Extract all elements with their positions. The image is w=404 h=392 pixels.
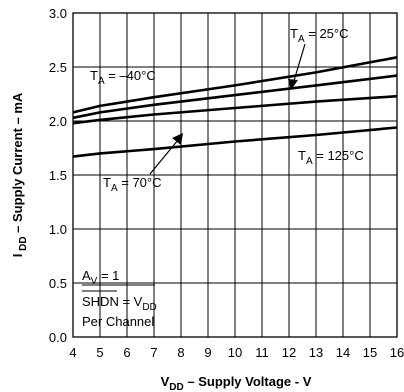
x-tick-label: 16 bbox=[390, 345, 404, 360]
arrow-70c-line bbox=[149, 139, 179, 175]
x-tick-label: 12 bbox=[282, 345, 296, 360]
y-tick-label: 1.0 bbox=[49, 222, 67, 237]
arrow-25c-line bbox=[292, 43, 306, 85]
label-minus40c: TA = –40°C bbox=[90, 68, 156, 87]
series-group bbox=[72, 56, 398, 158]
y-tick-label: 0.5 bbox=[49, 276, 67, 291]
label-70c: TA = 70°C bbox=[103, 175, 162, 194]
x-tick-label: 13 bbox=[309, 345, 323, 360]
note-shdn: SHDN = VDD bbox=[82, 294, 157, 313]
series-line-3 bbox=[72, 126, 398, 158]
series-line-2 bbox=[72, 94, 398, 125]
x-tick-label: 8 bbox=[177, 345, 184, 360]
label-25c: TA = 25°C bbox=[290, 26, 349, 45]
y-axis-label: I DD – Supply Current – mA bbox=[10, 92, 29, 257]
label-125c: TA = 125°C bbox=[298, 148, 364, 167]
y-tick-label: 2.0 bbox=[49, 114, 67, 129]
x-tick-label: 7 bbox=[150, 345, 157, 360]
y-tick-label: 2.5 bbox=[49, 60, 67, 75]
x-tick-label: 14 bbox=[336, 345, 350, 360]
x-tick-label: 9 bbox=[204, 345, 211, 360]
arrow-70c-head bbox=[172, 133, 183, 145]
series-line-1 bbox=[72, 74, 398, 120]
x-tick-label: 15 bbox=[363, 345, 377, 360]
arrow-25c-head bbox=[288, 79, 298, 90]
plot-frame bbox=[72, 12, 398, 338]
series-line-0 bbox=[72, 56, 398, 114]
y-tick-label: 0.0 bbox=[49, 330, 67, 345]
tick-labels: 4 5 6 7 8 9 10 11 12 13 14 15 16 0.0 0.5 1.0 1.5 2.0 2.5 3.… bbox=[49, 6, 404, 360]
x-tick-label: 6 bbox=[123, 345, 130, 360]
x-tick-label: 10 bbox=[228, 345, 242, 360]
x-axis-label: VDD – Supply Voltage - V bbox=[161, 374, 312, 392]
note-av: AV = 1 bbox=[82, 268, 119, 287]
note-per-channel: Per Channel bbox=[82, 314, 154, 329]
y-tick-label: 1.5 bbox=[49, 168, 67, 183]
y-tick-label: 3.0 bbox=[49, 6, 67, 21]
x-tick-label: 4 bbox=[69, 345, 76, 360]
x-tick-label: 11 bbox=[255, 345, 269, 360]
x-tick-label: 5 bbox=[96, 345, 103, 360]
